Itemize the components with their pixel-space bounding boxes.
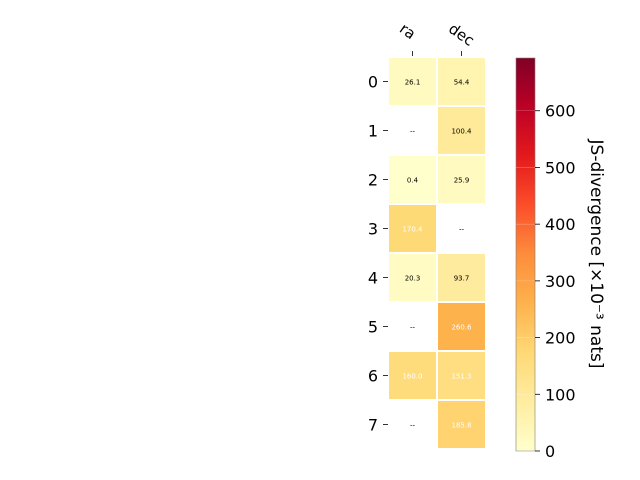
colorbar: 0 100 200 300 400 500 600 JS-divergence [×10⁻³… [515, 57, 606, 461]
cell-value-label: 170.4 [402, 226, 423, 234]
heatmap-cell [438, 401, 485, 448]
cell-value-label: 151.3 [451, 373, 471, 381]
column-label: dec [445, 20, 477, 50]
heatmap-cell [389, 58, 436, 105]
cell-value-label: 100.4 [451, 128, 472, 136]
cell-value-label: 185.8 [451, 422, 471, 430]
row-label: 1 [368, 122, 378, 141]
row-label: 5 [368, 318, 378, 337]
colorbar-tick-label: 300 [545, 272, 576, 291]
cell-value-label: 160.0 [402, 373, 422, 381]
colorbar-tick-label: 0 [545, 442, 555, 461]
cell-value-label: 20.3 [405, 275, 421, 283]
cell-value-label: 26.1 [405, 79, 421, 87]
heatmap-cell [438, 254, 485, 301]
heatmap-cells: 26.1 54.4 -- 100.4 0.4 25.9 170.4 -- 20.3 93.7 -- 2… [389, 58, 485, 448]
cell-value-label: -- [410, 324, 416, 332]
row-label: 4 [368, 269, 378, 288]
cell-value-label: -- [410, 422, 416, 430]
cell-value-label: -- [410, 128, 416, 136]
row-labels: 0 1 2 3 4 5 6 7 [368, 73, 388, 435]
cell-value-label: 54.4 [454, 79, 470, 87]
heatmap-cell [438, 58, 485, 105]
colorbar-ticks: 0 100 200 300 400 500 600 [516, 102, 576, 461]
row-label: 2 [368, 171, 378, 190]
heatmap-cell [438, 156, 485, 203]
heatmap-cell [389, 156, 436, 203]
heatmap-cell [438, 352, 485, 399]
cell-value-label: -- [459, 226, 465, 234]
heatmap-cell [389, 254, 436, 301]
heatmap-cell [389, 205, 436, 252]
column-labels: ra dec [396, 20, 478, 56]
colorbar-tick-label: 600 [545, 102, 576, 121]
cell-value-label: 0.4 [407, 177, 419, 185]
row-label: 0 [368, 73, 378, 92]
cell-value-label: 25.9 [454, 177, 470, 185]
colorbar-tick-label: 100 [545, 385, 576, 404]
colorbar-gradient [515, 57, 536, 452]
heatmap-cell [389, 352, 436, 399]
row-label: 6 [368, 367, 378, 386]
row-label: 3 [368, 220, 378, 239]
colorbar-label: JS-divergence [×10⁻³ nats] [586, 139, 606, 369]
heatmap-cell [438, 303, 485, 350]
cell-value-label: 93.7 [454, 275, 470, 283]
colorbar-tick-label: 200 [545, 329, 576, 348]
row-label: 7 [368, 416, 378, 435]
column-label: ra [396, 20, 419, 44]
colorbar-tick-label: 500 [545, 158, 576, 177]
cell-value-label: 260.6 [451, 324, 472, 332]
colorbar-tick-label: 400 [545, 215, 576, 234]
heatmap-cell [438, 107, 485, 154]
